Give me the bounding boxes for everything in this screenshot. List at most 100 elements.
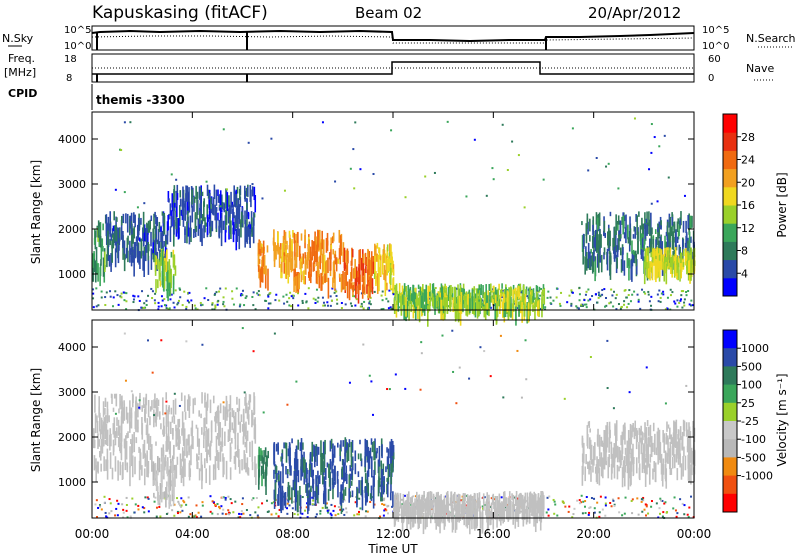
range-cell bbox=[374, 243, 376, 263]
scatter-cell bbox=[132, 298, 135, 301]
scatter-cell bbox=[104, 511, 107, 514]
range-cell bbox=[334, 465, 336, 485]
range-cell bbox=[163, 212, 166, 235]
scatter-cell bbox=[185, 305, 188, 308]
range-cell bbox=[633, 456, 635, 465]
range-cell bbox=[521, 302, 523, 323]
range-cell bbox=[167, 461, 169, 471]
range-cell bbox=[652, 249, 654, 258]
range-cell bbox=[112, 225, 115, 232]
range-cell bbox=[139, 395, 141, 410]
range-cell bbox=[215, 435, 218, 453]
range-cell bbox=[162, 251, 165, 257]
range-cell bbox=[198, 410, 200, 417]
scatter-cell bbox=[297, 304, 300, 307]
range-cell bbox=[688, 445, 691, 467]
range-cell bbox=[283, 492, 286, 506]
range-cell bbox=[473, 297, 476, 316]
range-cell bbox=[594, 466, 597, 474]
scatter-cell bbox=[306, 516, 309, 519]
scatter-cell bbox=[489, 306, 492, 309]
scatter-cell bbox=[492, 178, 495, 181]
range-cell bbox=[184, 411, 187, 420]
range-cell bbox=[330, 438, 333, 449]
range-cell bbox=[224, 406, 227, 427]
range-cell bbox=[297, 490, 299, 512]
range-cell bbox=[188, 399, 191, 419]
scatter-cell bbox=[499, 334, 502, 337]
range-cell bbox=[522, 285, 525, 301]
range-cell bbox=[330, 237, 332, 247]
range-cell bbox=[621, 440, 623, 461]
scatter-cell bbox=[386, 388, 389, 391]
scatter-cell bbox=[597, 291, 600, 294]
scatter-cell bbox=[673, 496, 676, 499]
range-cell bbox=[201, 427, 203, 435]
scatter-cell bbox=[205, 180, 208, 183]
y-tick-label: 2000 bbox=[58, 223, 86, 236]
scatter-cell bbox=[364, 515, 367, 518]
range-cell bbox=[251, 440, 254, 462]
range-cell bbox=[661, 261, 664, 270]
range-cell bbox=[189, 215, 192, 238]
range-cell bbox=[471, 297, 474, 308]
scatter-cell bbox=[584, 293, 587, 296]
range-cell bbox=[281, 453, 283, 467]
range-cell bbox=[101, 442, 104, 454]
range-cell bbox=[650, 261, 653, 268]
range-cell bbox=[472, 305, 475, 314]
range-cell bbox=[437, 294, 439, 302]
range-cell bbox=[647, 449, 649, 468]
colorbar-swatch bbox=[723, 223, 737, 242]
range-cell bbox=[235, 228, 238, 251]
scatter-cell bbox=[154, 292, 157, 295]
scatter-cell bbox=[264, 299, 267, 302]
scatter-cell bbox=[627, 302, 630, 305]
range-cell bbox=[624, 422, 626, 434]
range-cell bbox=[217, 452, 220, 471]
range-cell bbox=[358, 249, 360, 268]
range-cell bbox=[129, 466, 131, 487]
scatter-cell bbox=[573, 507, 576, 510]
range-cell bbox=[219, 446, 222, 462]
range-cell bbox=[585, 454, 587, 465]
scatter-cell bbox=[336, 302, 339, 305]
range-cell bbox=[152, 242, 155, 254]
scatter-cell bbox=[185, 503, 188, 506]
scatter-cell bbox=[314, 302, 317, 305]
range-cell bbox=[672, 231, 675, 251]
scatter-cell bbox=[194, 307, 197, 310]
range-cell bbox=[394, 284, 396, 298]
range-cell bbox=[318, 256, 321, 266]
range-cell bbox=[351, 249, 354, 258]
range-cell bbox=[365, 266, 367, 274]
range-cell bbox=[139, 251, 141, 270]
scatter-cell bbox=[254, 511, 257, 514]
range-cell bbox=[467, 294, 470, 312]
range-cell bbox=[147, 434, 150, 441]
scatter-cell bbox=[593, 497, 596, 500]
range-cell bbox=[235, 192, 237, 201]
scatter-cell bbox=[243, 304, 246, 307]
range-cell bbox=[386, 456, 389, 470]
range-cell bbox=[165, 421, 168, 434]
range-cell bbox=[334, 254, 337, 265]
scatter-cell bbox=[604, 504, 607, 507]
range-cell bbox=[625, 454, 628, 466]
scatter-cell bbox=[620, 305, 623, 308]
range-cell bbox=[372, 261, 375, 274]
range-cell bbox=[689, 247, 691, 259]
range-cell bbox=[399, 292, 402, 299]
scatter-cell bbox=[100, 296, 103, 299]
scatter-cell bbox=[664, 308, 667, 311]
scatter-cell bbox=[336, 298, 339, 301]
range-cell bbox=[95, 458, 97, 469]
scatter-cell bbox=[125, 503, 128, 506]
range-cell bbox=[581, 235, 584, 252]
scatter-cell bbox=[269, 291, 272, 294]
range-cell bbox=[126, 433, 128, 439]
scatter-cell bbox=[286, 300, 289, 303]
range-cell bbox=[437, 511, 439, 527]
scatter-cell bbox=[583, 303, 586, 306]
